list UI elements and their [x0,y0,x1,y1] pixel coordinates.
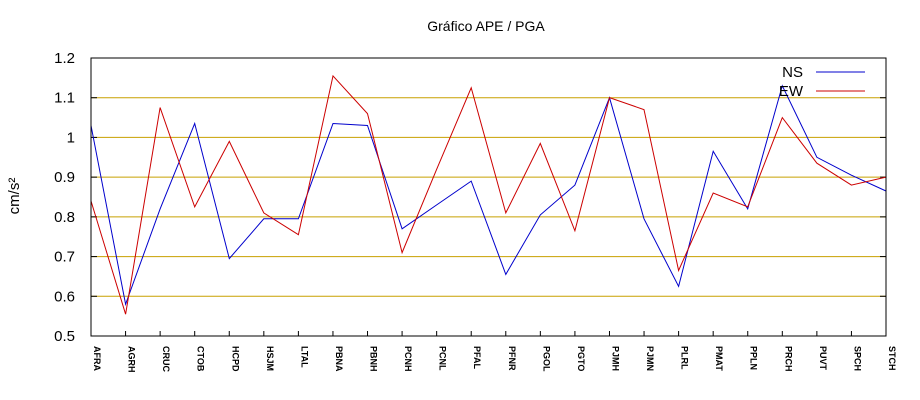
x-tick-label-hsjm: HSJM [265,346,275,371]
y-tick-label: 1.2 [54,50,75,67]
y-axis-ticks: 0.5 0.6 0.7 0.8 0.9 1 1.1 1.2 [54,50,886,345]
series-lines [90,74,887,315]
x-tick-label-pmat: PMAT [714,346,724,371]
x-tick-label-pbna: PBNA [334,346,344,372]
x-tick-label-puvt: PUVT [818,346,828,371]
x-tick-label-cruc: CRUC [161,346,171,372]
x-tick-label-ppln: PPLN [749,346,759,370]
x-axis-ticks: AFRA AGRH CRUC CTOB HCPD HSJM LTAL PBNA PBNH PCNH… [90,331,897,373]
y-tick-label: 0.6 [54,288,75,305]
legend-label-ns: NS [782,64,803,81]
series-line-ew [90,74,887,315]
x-tick-label-spch: SPCH [852,346,862,371]
chart-title: Gráfico APE / PGA [427,18,545,34]
x-tick-label-prch: PRCH [783,346,793,372]
grid-lines [91,97,886,297]
x-tick-label-ltal: LTAL [299,346,309,368]
y-tick-label: 0.8 [54,209,75,226]
y-tick-label: 0.9 [54,169,75,186]
y-tick-label: 1.1 [54,90,75,107]
legend: NS EW [779,64,865,100]
legend-label-ew: EW [779,83,804,100]
x-tick-label-pjmh: PJMH [610,346,620,371]
x-tick-label-hcpd: HCPD [230,346,240,372]
y-tick-label: 1 [67,129,75,146]
x-tick-label-agrh: AGRH [127,346,137,373]
x-tick-label-stch: STCH [887,346,897,371]
series-line-ns [90,84,887,307]
x-tick-label-pgol: PGOL [541,346,551,372]
x-tick-label-ctob: CTOB [196,346,206,372]
plot-frame [90,57,887,337]
x-tick-label-pfal: PFAL [472,346,482,370]
x-tick-label-afra: AFRA [92,346,102,371]
x-tick-label-pfnr: PFNR [507,346,517,371]
y-tick-label: 0.5 [54,328,75,345]
x-tick-label-pjmn: PJMN [645,346,655,371]
x-tick-label-plrl: PLRL [680,346,690,370]
x-tick-label-pgto: PGTO [576,346,586,371]
y-axis-label: cm/s² [6,178,23,215]
x-tick-label-pcnl: PCNL [438,346,448,371]
x-tick-label-pcnh: PCNH [403,346,413,372]
y-tick-label: 0.7 [54,249,75,266]
x-tick-label-pbnh: PBNH [369,346,379,372]
